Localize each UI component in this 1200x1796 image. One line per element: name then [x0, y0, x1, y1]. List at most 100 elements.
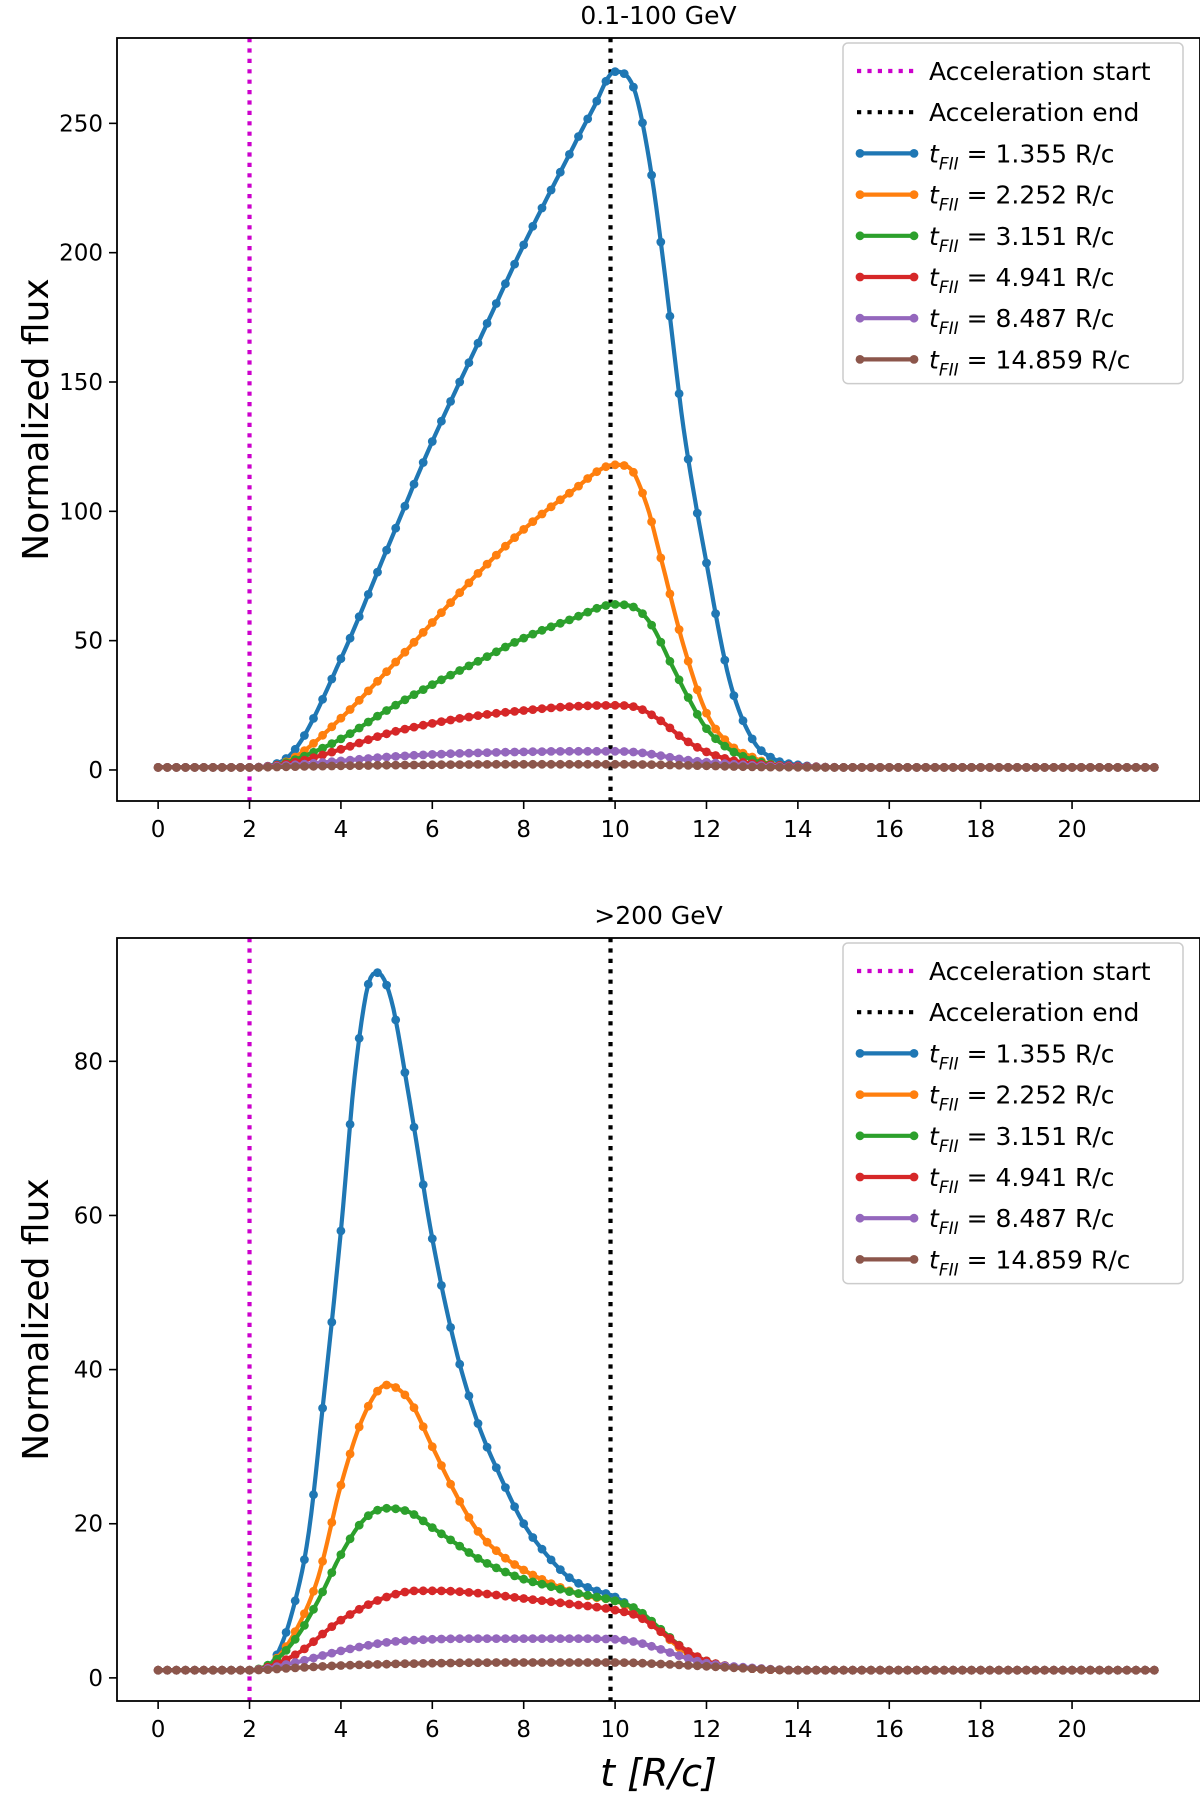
x-tick-label: 8 [516, 817, 531, 843]
data-point [555, 495, 565, 505]
data-point [327, 1317, 337, 1327]
y-tick-label: 40 [74, 1358, 103, 1384]
data-point [391, 1383, 401, 1392]
data-point [546, 703, 556, 713]
data-point [345, 705, 355, 714]
data-point [318, 694, 327, 704]
data-point [391, 700, 401, 710]
data-point [418, 1516, 428, 1526]
data-point [610, 700, 620, 710]
data-point [409, 722, 419, 732]
data-point [766, 1665, 775, 1674]
data-point [400, 647, 410, 657]
legend: Acceleration start Acceleration end tFII =… [842, 942, 1184, 1285]
data-point [574, 1589, 583, 1598]
data-point [437, 1281, 446, 1290]
data-point [208, 1665, 218, 1675]
x-tick-label: 14 [783, 817, 812, 843]
data-point [373, 1596, 382, 1605]
data-point [1104, 1665, 1113, 1675]
legend-marker-icon [855, 1090, 865, 1099]
data-point [363, 717, 373, 727]
data-point [574, 759, 583, 769]
data-point [354, 723, 364, 733]
data-point [464, 1513, 474, 1522]
data-point [464, 578, 474, 588]
legend-marker-icon [855, 149, 865, 158]
data-point [1140, 763, 1150, 772]
data-point [300, 1663, 309, 1672]
data-point [373, 711, 382, 721]
data-point [327, 747, 337, 757]
data-point [1012, 763, 1022, 772]
data-point [583, 1601, 593, 1611]
data-point [1122, 763, 1132, 772]
data-point [565, 702, 574, 711]
data-point [345, 1644, 355, 1654]
data-point [793, 1665, 803, 1675]
data-point [373, 753, 382, 763]
legend-label: tFII = 14.859 R/c [929, 1245, 1130, 1280]
data-point [976, 763, 986, 772]
data-point [172, 763, 181, 772]
x-tick-label: 6 [425, 817, 440, 843]
chart-title: 0.1-100 GeV [580, 1, 736, 30]
data-point [1085, 1665, 1095, 1675]
data-point [729, 762, 739, 771]
data-point [418, 720, 428, 730]
data-point [482, 1658, 492, 1667]
legend-marker-icon [855, 1049, 865, 1058]
data-point [711, 1662, 720, 1672]
data-point [473, 1554, 483, 1563]
series-line [156, 462, 1157, 770]
data-point [619, 1658, 629, 1667]
data-point [1085, 763, 1095, 772]
data-point [418, 1659, 428, 1668]
data-point [437, 760, 446, 770]
data-point [345, 729, 355, 739]
data-point [948, 763, 958, 772]
data-point [400, 501, 410, 511]
data-point [647, 760, 656, 769]
data-point [1095, 1665, 1104, 1675]
data-point [619, 701, 629, 710]
data-point [683, 1661, 693, 1670]
y-tick-label: 250 [59, 111, 103, 137]
data-point [409, 750, 419, 760]
data-point [473, 748, 483, 758]
legend-label: tFII = 1.355 R/c [929, 1039, 1115, 1074]
legend-marker-icon [909, 190, 919, 200]
data-point [501, 642, 510, 652]
data-point [217, 1665, 227, 1675]
data-point [1149, 1665, 1159, 1675]
legend-marker-icon [909, 1090, 919, 1099]
data-point [629, 1637, 638, 1646]
data-point [418, 458, 428, 467]
data-point [318, 1587, 327, 1597]
legend-item-series: tFII = 1.355 R/c [855, 1039, 1115, 1074]
data-point [491, 647, 501, 657]
data-point [345, 1660, 355, 1670]
series-14-859 [153, 759, 1159, 772]
y-tick-label: 150 [59, 370, 103, 396]
series-14-859 [153, 1658, 1159, 1675]
data-point [427, 1658, 437, 1668]
data-point [656, 1659, 666, 1669]
data-point [692, 1661, 702, 1671]
data-point [674, 731, 684, 740]
data-point [217, 763, 227, 772]
data-point [354, 1422, 364, 1432]
data-point [656, 1645, 666, 1654]
data-point [427, 1234, 437, 1243]
data-point [528, 221, 538, 231]
data-point [263, 1665, 273, 1674]
data-point [455, 1634, 465, 1644]
data-point [747, 1664, 757, 1673]
data-point [921, 763, 931, 772]
data-point [1022, 1665, 1031, 1675]
data-point [327, 761, 337, 771]
data-point [683, 454, 693, 464]
data-point [309, 761, 318, 771]
data-point [382, 980, 391, 990]
data-point [199, 1665, 209, 1675]
